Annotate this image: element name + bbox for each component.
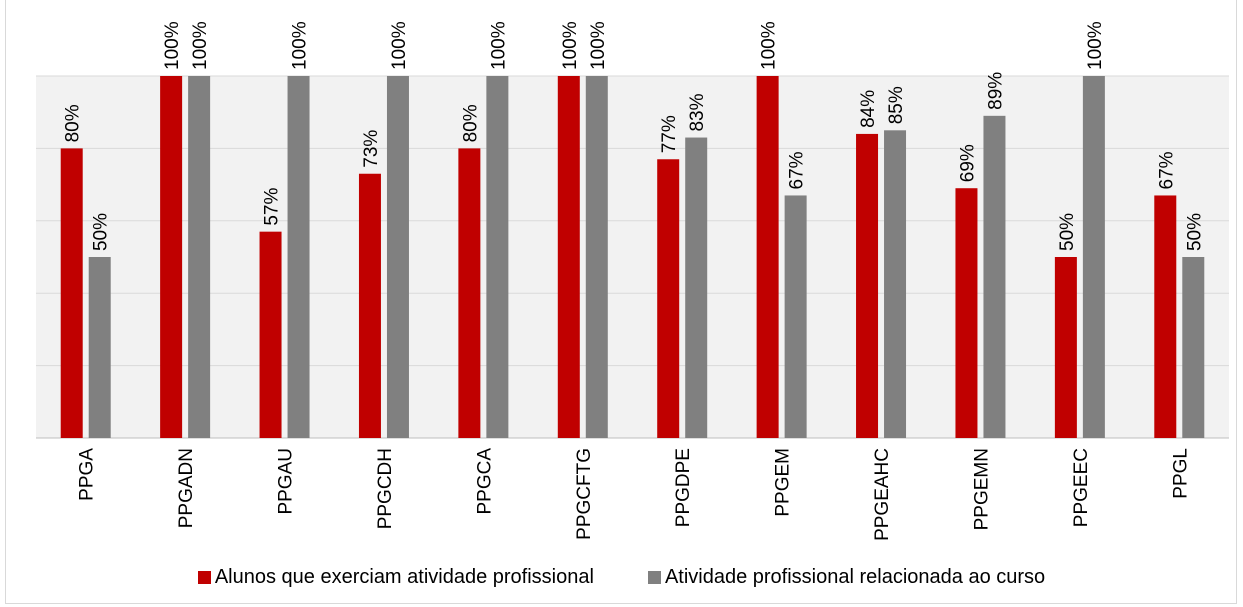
value-label-series-1-ppgem: 100%	[759, 21, 780, 70]
value-label-series-1-ppgau: 57%	[262, 188, 283, 226]
value-label-series-2-ppgcdh: 100%	[389, 21, 410, 70]
category-label-ppgeahc: PPGEAHC	[872, 448, 893, 541]
bar-series-2-ppga	[88, 257, 111, 438]
category-label-ppgau: PPGAU	[276, 448, 297, 515]
value-label-series-2-ppga: 50%	[91, 213, 112, 251]
category-label-ppgcdh: PPGCDH	[375, 448, 396, 529]
bar-series-2-ppgadn	[188, 76, 211, 438]
bar-series-2-ppgem	[784, 195, 807, 438]
legend-item-series-2: Atividade profissional relacionada ao cu…	[647, 566, 1046, 589]
value-label-series-1-ppgeahc: 84%	[858, 90, 879, 128]
value-label-series-1-ppgca: 80%	[460, 104, 481, 142]
bar-series-2-ppgeahc	[884, 130, 907, 439]
legend-label-series-2: Atividade profissional relacionada ao cu…	[664, 566, 1046, 588]
value-label-series-2-ppgemn: 89%	[985, 72, 1006, 110]
bar-series-2-ppgcftg	[585, 76, 608, 438]
bar-series-1-ppgcftg	[557, 76, 580, 438]
category-labels-group: PPGA PPGADN PPGAU PPGCDH PPGCA PPGCFTG PPGDPE P…	[77, 448, 1192, 541]
legend-label-series-1: Alunos que exerciam atividade profission…	[214, 566, 594, 588]
legend-item-series-1: Alunos que exerciam atividade profission…	[197, 566, 594, 589]
legend-swatch-series-2	[647, 571, 661, 584]
bar-series-1-ppgca	[458, 148, 481, 438]
category-label-ppgcftg: PPGCFTG	[574, 448, 595, 540]
bar-series-2-ppgeec	[1082, 76, 1105, 438]
category-label-ppgeec: PPGEEC	[1071, 448, 1092, 527]
value-label-series-2-ppgl: 50%	[1184, 213, 1205, 251]
bar-series-2-ppgl	[1182, 257, 1205, 438]
bar-series-1-ppgau	[259, 231, 282, 438]
legend: Alunos que exerciam atividade profission…	[0, 566, 1243, 589]
bar-series-1-ppgemn	[955, 188, 978, 438]
value-label-series-2-ppgcftg: 100%	[588, 21, 609, 70]
value-label-series-2-ppgeec: 100%	[1085, 21, 1106, 70]
plot-area-background	[36, 76, 1229, 438]
bar-series-2-ppgdpe	[685, 137, 708, 439]
bars-group	[60, 76, 1205, 439]
value-label-series-2-ppgadn: 100%	[190, 21, 211, 70]
value-label-series-1-ppgeec: 50%	[1057, 213, 1078, 251]
bar-series-1-ppgdpe	[657, 159, 680, 438]
bar-series-2-ppgemn	[983, 115, 1006, 438]
category-label-ppgadn: PPGADN	[176, 448, 197, 528]
bar-series-1-ppgeahc	[856, 133, 879, 439]
gridlines	[36, 75, 1229, 367]
legend-swatch-series-1	[197, 571, 211, 584]
value-label-series-1-ppgemn: 69%	[957, 144, 978, 182]
value-label-series-2-ppgdpe: 83%	[687, 93, 708, 131]
bar-series-1-ppga	[60, 148, 83, 438]
category-label-ppga: PPGA	[77, 448, 98, 501]
bar-series-1-ppgadn	[160, 76, 183, 438]
bar-series-2-ppgau	[287, 76, 310, 438]
category-label-ppgemn: PPGEMN	[971, 448, 992, 530]
value-label-series-1-ppgcdh: 73%	[361, 130, 382, 168]
value-label-series-1-ppgadn: 100%	[162, 21, 183, 70]
category-label-ppgdpe: PPGDPE	[673, 448, 694, 527]
bar-series-2-ppgca	[486, 76, 509, 438]
value-label-series-2-ppgau: 100%	[290, 21, 311, 70]
bar-series-1-ppgl	[1154, 195, 1177, 438]
bar-series-1-ppgem	[756, 76, 779, 438]
value-label-series-1-ppga: 80%	[63, 104, 84, 142]
value-label-series-2-ppgem: 67%	[787, 151, 808, 189]
value-label-series-1-ppgl: 67%	[1156, 151, 1177, 189]
category-label-ppgem: PPGEM	[773, 448, 794, 517]
value-label-series-1-ppgdpe: 77%	[659, 115, 680, 153]
value-label-series-2-ppgca: 100%	[488, 21, 509, 70]
value-label-series-2-ppgeahc: 85%	[886, 86, 907, 124]
value-label-series-1-ppgcftg: 100%	[560, 21, 581, 70]
value-labels-group: 80% 50% 100% 100% 57% 100% 73% 100% 80% 100% 100% 1…	[63, 21, 1206, 251]
bar-series-1-ppgeec	[1054, 257, 1077, 438]
bar-series-2-ppgcdh	[386, 76, 409, 438]
category-label-ppgca: PPGCA	[474, 448, 495, 515]
bar-series-1-ppgcdh	[358, 173, 381, 439]
category-label-ppgl: PPGL	[1170, 448, 1191, 499]
